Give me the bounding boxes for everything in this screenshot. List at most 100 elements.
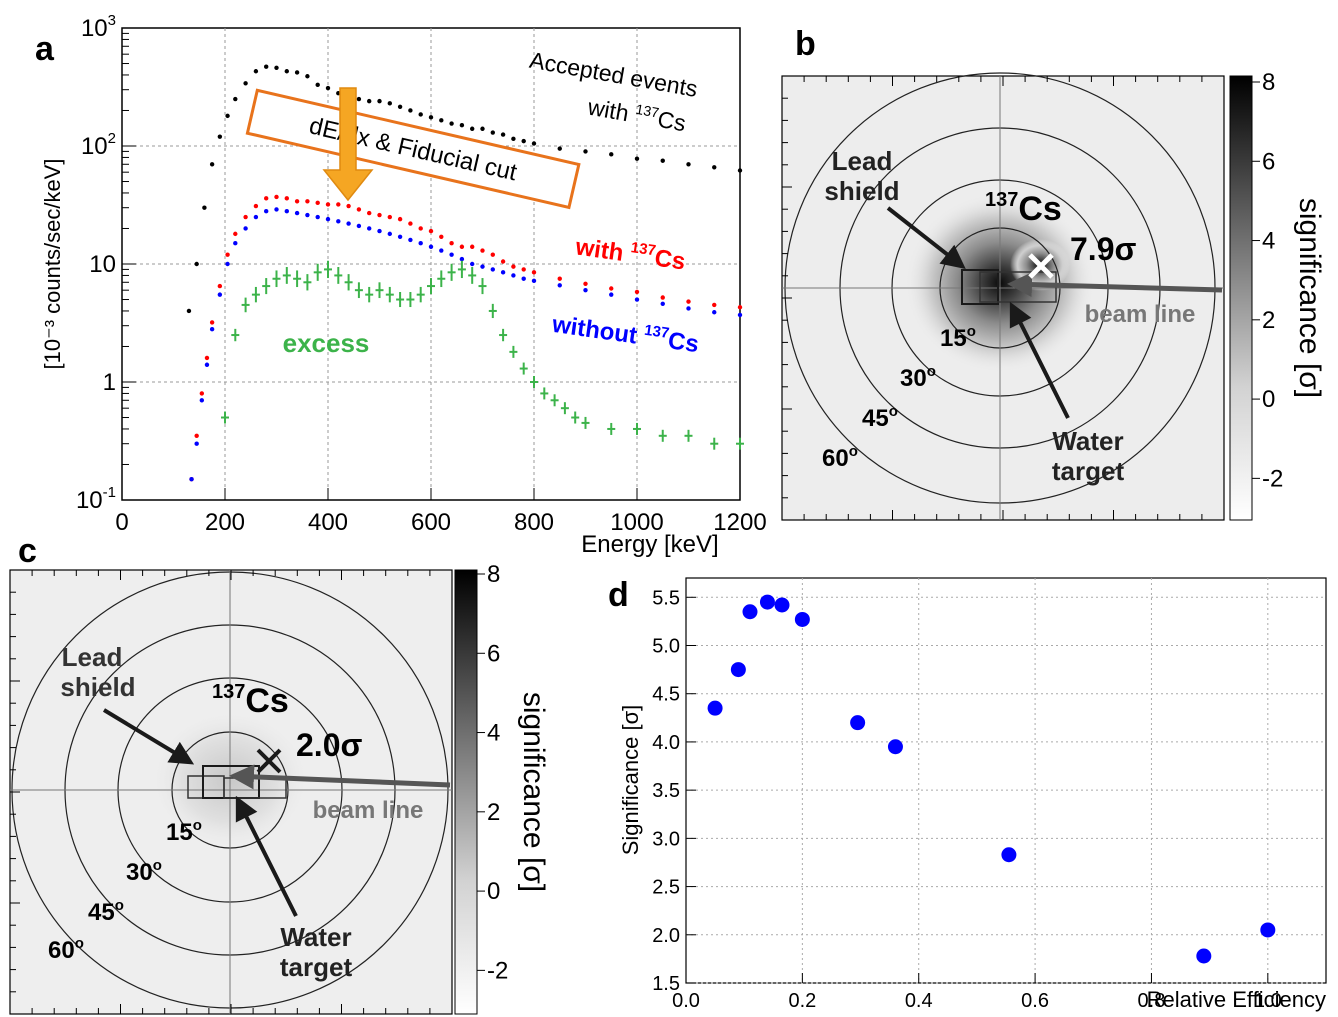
x-tick-label: 800 (514, 509, 554, 536)
without-cs-point (428, 244, 434, 249)
accepted-point (397, 104, 403, 109)
rings-c (10, 570, 452, 1014)
colorbar-tick-label: 4 (487, 720, 500, 747)
grid-d (686, 578, 1326, 984)
without-cs-point (583, 287, 588, 293)
colorbar-tick-label: 6 (487, 640, 500, 667)
with-cs-point (418, 226, 423, 231)
lead-label-c-2: shield (60, 672, 135, 702)
accepted-point (470, 126, 475, 131)
accepted-point (243, 81, 248, 86)
y-axis-label-a: [10⁻³ counts/sec/keV] (40, 159, 65, 370)
panel-b: b Lead shield 137Cs 7.9σ beam line Water… (781, 25, 1326, 521)
with-cs-point (204, 355, 210, 361)
lead-arrow-b (886, 206, 966, 269)
without-cs-point (377, 228, 382, 234)
with-cs-point (686, 299, 691, 304)
accepted-point (490, 130, 495, 135)
with-cs-point (439, 234, 444, 240)
colorbar-c (454, 569, 478, 1015)
with-cs-point (305, 199, 310, 204)
colorbar-tick-label: 6 (1262, 148, 1275, 175)
with-cs-point (253, 203, 259, 209)
with-cs-point (356, 207, 362, 212)
lead-label-b-1: Lead (832, 146, 893, 176)
y-tick-label: 1.5 (652, 973, 680, 995)
ticks-c (10, 570, 431, 1014)
accepted-point (449, 121, 454, 126)
accepted-point (387, 101, 392, 106)
without-cs-point (490, 267, 495, 272)
x-tick-label: 0.8 (1138, 990, 1166, 1012)
with-cs-point (233, 231, 238, 237)
label-accepted-line2: with 137Cs (585, 92, 688, 136)
x-tick-label: 0.6 (1021, 990, 1049, 1012)
without-cs-point (194, 441, 199, 446)
scatter-point (887, 739, 903, 755)
colorbar-tick-label: 8 (1262, 69, 1275, 96)
water-label-c-1: Water (280, 922, 351, 952)
without-cs-point (217, 292, 223, 297)
with-cs-point (387, 214, 392, 220)
without-cs-point (225, 261, 230, 267)
with-cs-point (315, 200, 320, 206)
without-cs-point (408, 237, 413, 243)
cs-label-b: 137Cs (985, 189, 1062, 228)
without-cs-point (243, 226, 248, 231)
beam-label-c: beam line (313, 797, 424, 824)
cut-arrow-icon (322, 87, 374, 202)
with-cs-point (217, 283, 223, 289)
with-cs-point (449, 241, 454, 246)
with-cs-point (521, 267, 526, 272)
colorbar-tick-label: 2 (487, 799, 500, 826)
y-tick-label: 102 (81, 130, 116, 160)
without-cs-point (634, 297, 640, 302)
accepted-point (202, 205, 207, 210)
accepted-point (609, 152, 614, 157)
colorbar-tick-label: 8 (487, 561, 500, 588)
y-tick-label: 2.0 (652, 925, 680, 947)
panel-label-c: c (18, 532, 37, 570)
accepted-point (531, 141, 537, 146)
with-cs-point (325, 202, 331, 207)
accepted-point (511, 136, 516, 142)
with-cs-point (336, 202, 341, 207)
accepted-point (500, 132, 506, 137)
with-cs-point (459, 244, 465, 249)
with-cs-point (583, 281, 588, 286)
without-cs-point (511, 273, 516, 278)
without-cs-point (356, 223, 362, 229)
lead-label-c-1: Lead (62, 642, 123, 672)
colorbar-b (1229, 75, 1253, 521)
x-tick-label: 0.0 (672, 990, 700, 1012)
x-axis-label-d: Relative Efficiency (1147, 987, 1326, 1012)
panel-a: a 0 200 400 600 800 1000 1200 10-1 1 10 102 103 Ene… (35, 12, 767, 558)
without-cs-point (204, 362, 210, 367)
without-cs-point (449, 252, 454, 257)
y-tick-label: 1 (103, 369, 116, 396)
axis-ticks-a: 0 200 400 600 800 1000 1200 10-1 1 10 102 103 (76, 12, 767, 536)
accepted-point (209, 162, 215, 167)
accepted-point (217, 134, 223, 139)
accepted-point (439, 118, 444, 123)
without-cs-point (712, 310, 717, 315)
accepted-point (521, 138, 526, 144)
without-cs-point (531, 278, 537, 284)
with-cs-point (408, 221, 413, 226)
without-cs-point (418, 241, 423, 246)
with-cs-point (634, 289, 640, 295)
without-cs-point (737, 312, 743, 318)
y-tick-label: 10-1 (76, 484, 116, 514)
panel-label-d: d (608, 576, 629, 614)
colorbar-tick-label: 0 (1262, 386, 1275, 413)
lead-label-b-2: shield (824, 176, 899, 206)
accepted-point (225, 113, 230, 119)
ring-label-b-60: 60o (822, 443, 858, 472)
without-cs-point (336, 219, 341, 224)
with-cs-point (609, 286, 614, 291)
significance-value-c: 2.0σ (296, 727, 362, 763)
y-tick-label: 4.0 (652, 732, 680, 754)
label-accepted-line1: Accepted events (528, 47, 700, 102)
without-cs-point (367, 226, 372, 231)
colorbar-label-c: significance [σ] (517, 692, 550, 892)
